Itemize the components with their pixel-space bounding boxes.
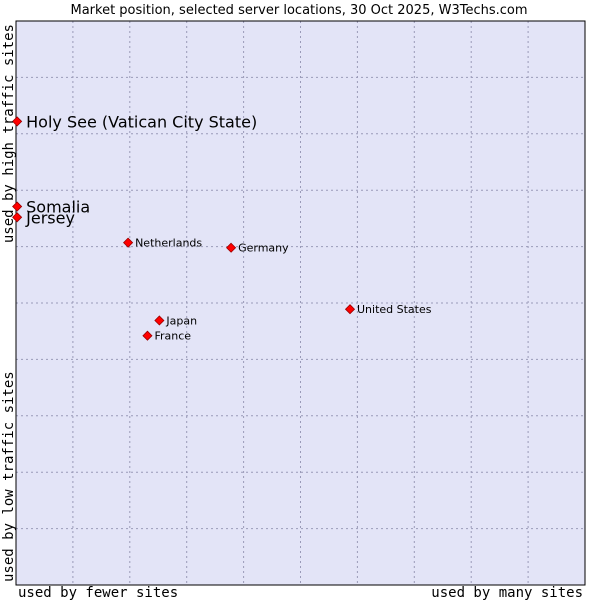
point-label: Holy See (Vatican City State) (26, 112, 257, 131)
x-axis-label-left: used by fewer sites (18, 585, 178, 600)
chart-title: Market position, selected server locatio… (70, 3, 527, 18)
point-label: Netherlands (135, 237, 202, 250)
point-marker (226, 242, 237, 253)
point-marker (142, 330, 153, 341)
point-marker (12, 201, 23, 212)
data-point: Germany (226, 242, 289, 255)
point-marker (123, 237, 134, 248)
point-marker (12, 212, 23, 223)
point-label: United States (357, 303, 432, 316)
x-axis-label-right: used by many sites (431, 585, 583, 600)
plot-border (15, 20, 586, 586)
data-point: Somalia (12, 198, 90, 217)
data-points: Holy See (Vatican City State) SomaliaJers… (12, 112, 432, 343)
point-marker (12, 116, 23, 127)
data-point: Netherlands (123, 237, 202, 250)
point-label: Somalia (26, 198, 90, 217)
point-marker (344, 304, 356, 315)
data-point: Jersey (12, 208, 75, 227)
point-label: France (154, 330, 191, 343)
point-marker (154, 315, 165, 326)
data-point: Japan (154, 314, 197, 327)
data-point: France (142, 330, 191, 343)
point-label: Jersey (25, 208, 75, 227)
y-axis-label-top: used by high traffic sites (1, 24, 17, 243)
point-label: Japan (165, 314, 197, 327)
point-label: Germany (238, 242, 289, 255)
y-axis-label-bottom: used by low traffic sites (1, 371, 17, 582)
data-point: Holy See (Vatican City State) (12, 112, 257, 131)
grid (16, 21, 585, 585)
data-point: United States (344, 303, 432, 316)
